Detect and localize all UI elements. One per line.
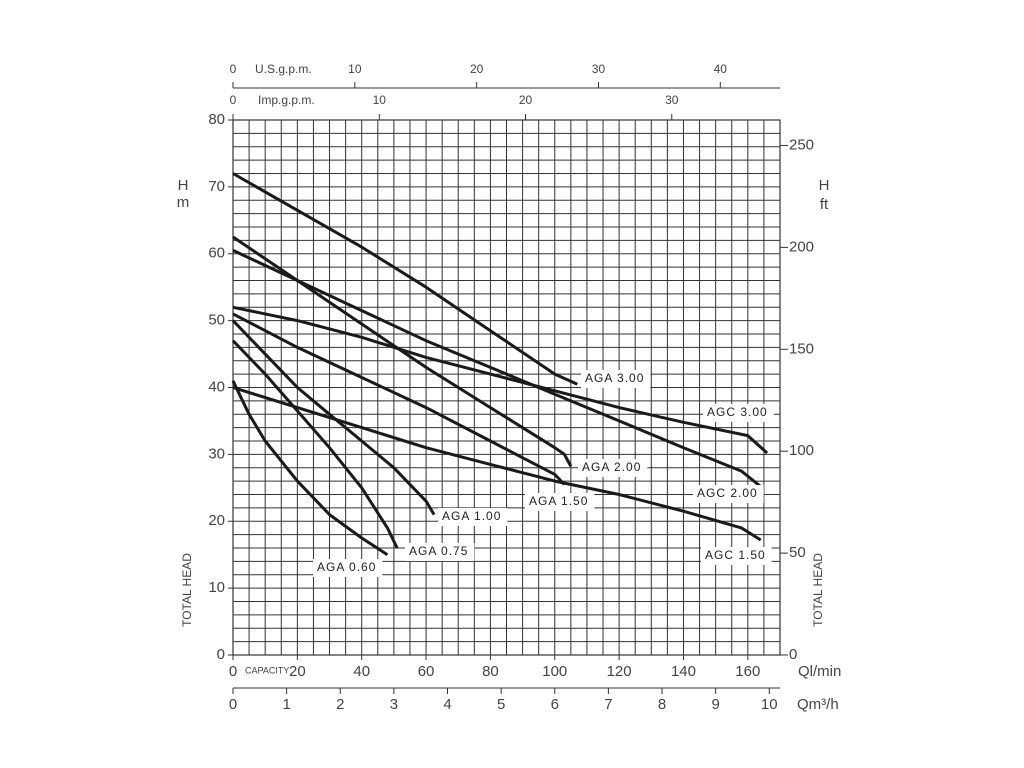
y2-tick-label: 100	[789, 442, 814, 459]
pump-curve	[232, 235, 573, 468]
y-tick-label: 80	[208, 111, 225, 128]
secondary-x-tick-label: 9	[711, 696, 719, 713]
curve-label-box	[578, 459, 648, 477]
secondary-x-tick-label: 40	[714, 62, 728, 76]
x-tick-label: 80	[482, 663, 499, 680]
curve-label: AGC 1.50	[705, 548, 766, 562]
secondary-x-tick-label: 10	[761, 696, 778, 713]
curve-label-box	[703, 404, 774, 422]
secondary-x-tick-label: 20	[519, 93, 533, 107]
secondary-x-tick-label: 1	[282, 696, 290, 713]
secondary-axis-label: U.S.g.p.m.	[255, 62, 312, 76]
secondary-x-tick-label: 0	[230, 62, 237, 76]
x-tick-label: 140	[671, 663, 696, 680]
curve-label-box	[313, 559, 383, 577]
x-tick-label: 20	[289, 663, 306, 680]
secondary-x-tick-label: 30	[665, 93, 679, 107]
secondary-axis-label: Qm³/h	[797, 696, 839, 713]
pump-curve	[232, 386, 762, 542]
curve-label: AGA 2.00	[582, 460, 641, 474]
curve-label-box	[525, 493, 595, 511]
secondary-x-tick-label: 4	[443, 696, 451, 713]
curve-label-box	[693, 485, 764, 503]
y2-symbol: H	[819, 177, 830, 194]
x-tick-label: 100	[542, 663, 567, 680]
secondary-x-tick-label: 5	[497, 696, 505, 713]
secondary-axis-label: Imp.g.p.m.	[258, 93, 315, 107]
y-tick-label: 70	[208, 178, 225, 195]
curve-label: AGA 0.75	[409, 544, 468, 558]
secondary-x-tick-label: 10	[373, 93, 387, 107]
curve-label-box	[701, 547, 772, 565]
y-tick-label: 20	[208, 512, 225, 529]
pump-curve	[231, 319, 436, 516]
y2-tick-label: 50	[789, 544, 806, 561]
secondary-x-tick-label: 7	[604, 696, 612, 713]
secondary-x-tick-label: 20	[470, 62, 484, 76]
y2-tick-label: 200	[789, 238, 814, 255]
curve-label: AGA 1.50	[529, 494, 588, 508]
curve-label: AGA 3.00	[585, 371, 644, 385]
secondary-x-tick-label: 6	[551, 696, 559, 713]
pump-curve	[231, 380, 389, 556]
y-tick-label: 0	[217, 646, 225, 663]
left-title: TOTAL HEAD	[180, 553, 194, 627]
curve-label: AGC 3.00	[707, 405, 768, 419]
curve-label: AGA 1.00	[442, 509, 501, 523]
y2-tick-label: 150	[789, 340, 814, 357]
secondary-x-tick-label: 10	[348, 62, 362, 76]
x-tick-label: 0	[229, 663, 237, 680]
right-title: TOTAL HEAD	[811, 553, 825, 627]
x-tick-label: 40	[353, 663, 370, 680]
pump-curve	[232, 249, 764, 489]
curve-label: AGC 2.00	[697, 486, 758, 500]
pump-curve	[232, 312, 566, 486]
secondary-x-tick-label: 30	[592, 62, 606, 76]
pump-curve	[232, 172, 578, 386]
secondary-x-tick-label: 8	[658, 696, 666, 713]
secondary-x-tick-label: 0	[230, 93, 237, 107]
y-symbol: H	[178, 177, 189, 194]
y-tick-label: 50	[208, 312, 225, 329]
curve-label-box	[581, 370, 651, 388]
y2-tick-label: 0	[789, 646, 797, 663]
secondary-x-tick-label: 3	[390, 696, 398, 713]
secondary-x-tick-label: 0	[229, 696, 237, 713]
y-tick-label: 30	[208, 445, 225, 462]
y-label: m	[177, 194, 190, 211]
x-tick-label: 160	[735, 663, 760, 680]
y2-label: ft	[820, 196, 829, 213]
capacity-label: CAPACITY	[245, 665, 289, 675]
y-tick-label: 60	[208, 245, 225, 262]
y-tick-label: 40	[208, 378, 225, 395]
pump-curve	[232, 305, 769, 455]
y-tick-label: 10	[208, 579, 225, 596]
curve-label-box	[438, 508, 508, 526]
secondary-x-tick-label: 2	[336, 696, 344, 713]
x-tick-label: 120	[607, 663, 632, 680]
x-axis-label: Ql/min	[798, 663, 841, 680]
x-tick-label: 60	[418, 663, 435, 680]
curve-label: AGA 0.60	[317, 560, 376, 574]
y2-tick-label: 250	[789, 136, 814, 153]
pump-curve	[231, 339, 399, 549]
curve-label-box	[405, 543, 475, 561]
